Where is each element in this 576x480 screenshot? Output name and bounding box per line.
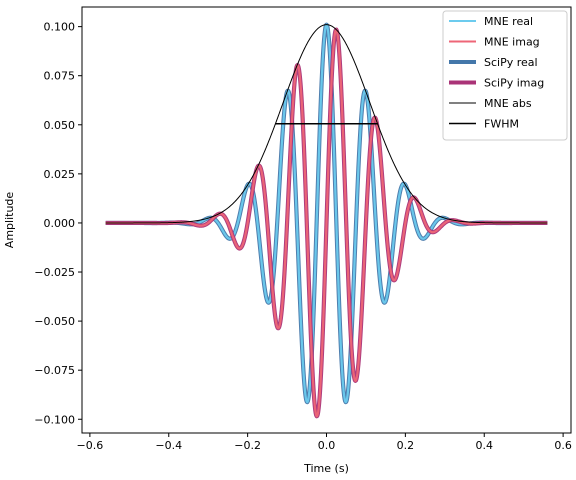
x-tick-label: 0.2: [397, 439, 415, 452]
x-tick-label: −0.4: [155, 439, 182, 452]
y-tick-label: 0.000: [44, 217, 76, 230]
x-axis: −0.6 −0.4 −0.2 0.0 0.2 0.4 0.6: [77, 433, 572, 452]
y-tick-label: −0.100: [34, 413, 75, 426]
y-tick-label: 0.100: [44, 21, 76, 34]
legend-label-scipy-imag: SciPy imag: [484, 77, 544, 90]
x-tick-label: −0.2: [234, 439, 261, 452]
legend-label-mne-imag: MNE imag: [484, 36, 540, 49]
y-tick-label: 0.075: [44, 70, 76, 83]
y-tick-label: −0.050: [34, 315, 75, 328]
legend: MNE real MNE imag SciPy real SciPy imag MNE …: [442, 10, 568, 141]
legend-box: [442, 10, 568, 141]
legend-label-fwhm: FWHM: [484, 118, 519, 131]
y-tick-label: −0.075: [34, 364, 75, 377]
x-tick-label: 0.4: [475, 439, 493, 452]
x-tick-label: −0.6: [77, 439, 104, 452]
legend-label-scipy-real: SciPy real: [484, 56, 538, 69]
y-tick-label: −0.025: [34, 266, 75, 279]
x-tick-label: 0.6: [554, 439, 572, 452]
y-tick-label: 0.025: [44, 168, 76, 181]
y-axis-label: Amplitude: [3, 192, 16, 249]
mne-abs-line: [105, 24, 548, 224]
x-tick-label: 0.0: [318, 439, 336, 452]
y-tick-label: 0.050: [44, 119, 76, 132]
y-axis: −0.100 −0.075 −0.050 −0.025 0.000 0.025 0.050 0…: [34, 21, 82, 426]
x-axis-label: Time (s): [303, 462, 349, 475]
legend-label-mne-real: MNE real: [484, 15, 533, 28]
plot-lines: [104, 22, 549, 419]
legend-label-mne-abs: MNE abs: [484, 97, 532, 110]
